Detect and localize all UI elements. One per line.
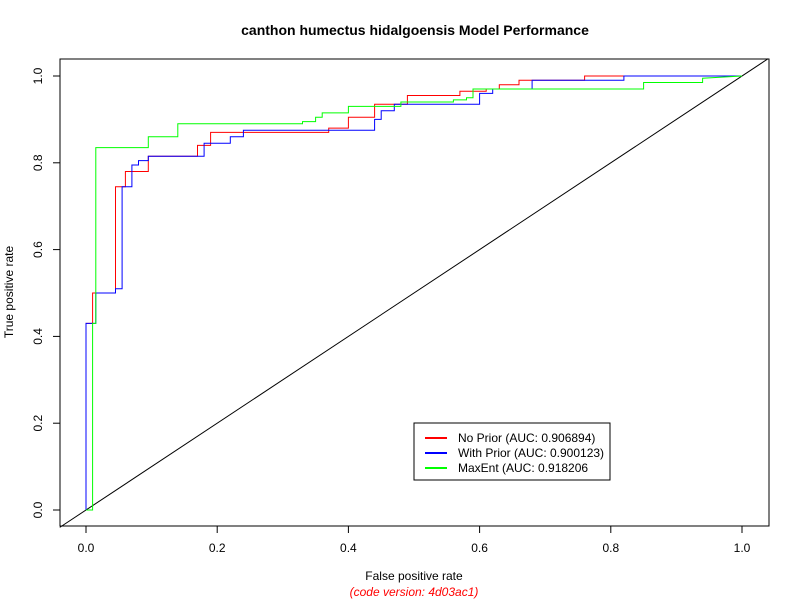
plot-frame <box>59 58 770 527</box>
y-tick-label: 0.0 <box>31 501 45 518</box>
y-axis-label: True positive rate <box>2 246 16 339</box>
x-tick-label: 0.2 <box>209 541 226 555</box>
x-axis-label: False positive rate <box>365 569 463 583</box>
series-layer <box>59 58 769 528</box>
legend-box <box>413 422 611 481</box>
roc-curve-series-3 <box>86 75 743 511</box>
y-tick-label: 0.4 <box>31 328 45 345</box>
x-tick-label: 1.0 <box>734 541 751 555</box>
y-tick-label: 0.6 <box>31 241 45 258</box>
legend-entry-label: No Prior (AUC: 0.906894) <box>458 431 595 445</box>
x-axis: 0.0 0.2 0.4 0.6 0.8 1.0 <box>78 526 751 555</box>
chart-title: canthon humectus hidalgoensis Model Perf… <box>241 22 589 38</box>
legend: No Prior (AUC: 0.906894)With Prior (AUC:… <box>413 422 611 481</box>
legend-entry-label: With Prior (AUC: 0.900123) <box>458 446 604 460</box>
legend-entry-label: MaxEnt (AUC: 0.918206 <box>458 461 588 475</box>
x-tick-label: 0.8 <box>602 541 619 555</box>
y-tick-label: 0.8 <box>31 154 45 171</box>
x-tick-label: 0.0 <box>78 541 95 555</box>
y-tick-label: 1.0 <box>31 67 45 84</box>
y-axis: 0.0 0.2 0.4 0.6 0.8 1.0 <box>31 67 60 518</box>
code-version-note: (code version: 4d03ac1) <box>350 585 479 599</box>
x-tick-label: 0.4 <box>340 541 357 555</box>
diagonal-reference-line <box>59 58 769 528</box>
plot-area <box>59 58 770 527</box>
y-tick-label: 0.2 <box>31 415 45 432</box>
x-tick-label: 0.6 <box>471 541 488 555</box>
